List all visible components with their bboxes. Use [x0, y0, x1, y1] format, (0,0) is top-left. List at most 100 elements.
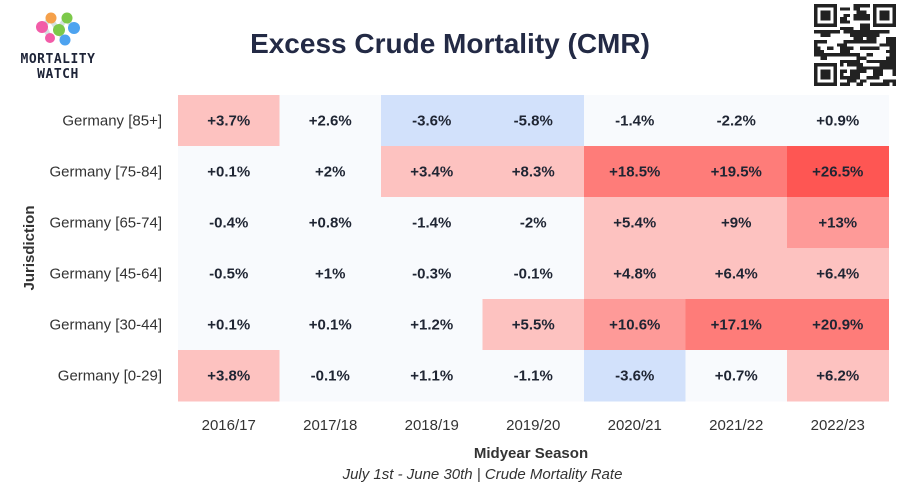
cell-value-label: -1.4% — [615, 113, 654, 130]
cell-value-label: +0.7% — [715, 368, 758, 385]
heatmap-cell — [279, 248, 382, 300]
cell-value-label: -0.4% — [209, 215, 248, 232]
heatmap-cell — [279, 95, 382, 147]
cell-value-label: -0.5% — [209, 266, 248, 283]
heatmap-cell — [685, 248, 788, 300]
cell-value-label: +3.4% — [410, 164, 453, 181]
cell-value-label: +0.8% — [309, 215, 352, 232]
logo-dot-orange — [45, 12, 57, 24]
cell-value-label: +2% — [315, 164, 345, 181]
heatmap-cell — [482, 350, 585, 402]
brand-name-line2: WATCH — [37, 67, 79, 82]
y-tick-label: Germany [30-44] — [49, 317, 162, 334]
heatmap-cell — [584, 248, 686, 300]
heatmap-cell — [381, 299, 483, 351]
cell-value-label: +0.1% — [207, 317, 250, 334]
heatmap-cell — [381, 95, 483, 147]
cell-value-label: +6.4% — [816, 266, 859, 283]
logo-dot-lightgreen — [61, 12, 73, 24]
x-tick-label: 2017/18 — [303, 417, 357, 434]
y-axis-title: Jurisdiction — [21, 205, 38, 290]
heatmap-cell — [381, 350, 483, 402]
heatmap-cell — [482, 299, 585, 351]
cell-value-label: -2.2% — [717, 113, 756, 130]
qr-code-icon — [814, 4, 896, 86]
cell-value-label: -0.3% — [412, 266, 451, 283]
heatmap-cell — [482, 197, 585, 249]
heatmap-cell — [178, 350, 280, 402]
heatmap-cell — [178, 146, 280, 198]
heatmap-cell — [787, 197, 889, 249]
y-tick-label: Germany [85+] — [62, 113, 162, 130]
cell-value-label: -3.6% — [412, 113, 451, 130]
mortality-watch-logo: MORTALITY WATCH — [8, 12, 108, 82]
y-tick-label: Germany [75-84] — [49, 164, 162, 181]
cell-value-label: +20.9% — [812, 317, 863, 334]
heatmap-cell — [482, 248, 585, 300]
x-tick-label: 2021/22 — [709, 417, 763, 434]
y-tick-label: Germany [45-64] — [49, 266, 162, 283]
heatmap-cell — [482, 146, 585, 198]
cell-value-label: +19.5% — [711, 164, 762, 181]
cell-value-label: -1.1% — [514, 368, 553, 385]
cell-value-label: +4.8% — [613, 266, 656, 283]
heatmap-cell — [178, 95, 280, 147]
cell-value-label: +0.9% — [816, 113, 859, 130]
cell-value-label: -0.1% — [311, 368, 350, 385]
heatmap-cell — [178, 197, 280, 249]
cell-value-label: +18.5% — [609, 164, 660, 181]
brand-name-line1: MORTALITY — [20, 52, 96, 67]
cell-value-label: -1.4% — [412, 215, 451, 232]
heatmap-cell — [685, 146, 788, 198]
cell-value-label: +8.3% — [512, 164, 555, 181]
heatmap-cell — [584, 350, 686, 402]
logo-dot-blue-2 — [59, 34, 71, 46]
logo-dot-green — [53, 24, 65, 36]
cell-value-label: +5.5% — [512, 317, 555, 334]
heatmap-cell — [685, 95, 788, 147]
heatmap-cell — [279, 350, 382, 402]
heatmap-cell — [787, 248, 889, 300]
heatmap-cell — [584, 95, 686, 147]
cell-value-label: +0.1% — [309, 317, 352, 334]
heatmap-cell — [178, 299, 280, 351]
y-tick-label: Germany [0-29] — [58, 368, 162, 385]
heatmap-cell — [787, 146, 889, 198]
heatmap-cell — [584, 146, 686, 198]
cell-value-label: +1% — [315, 266, 345, 283]
brand-name: MORTALITY WATCH — [8, 52, 108, 82]
x-axis-title: Midyear Season — [474, 445, 588, 462]
cell-value-label: -3.6% — [615, 368, 654, 385]
heatmap-cell — [279, 197, 382, 249]
heatmap-cell — [381, 146, 483, 198]
cell-value-label: +13% — [818, 215, 857, 232]
chart-title: Excess Crude Mortality (CMR) — [250, 28, 650, 59]
chart-subtitle: July 1st - June 30th | Crude Mortality R… — [342, 466, 623, 483]
heatmap-cell — [685, 350, 788, 402]
logo-dot-blue — [68, 22, 80, 34]
heatmap-cell — [279, 146, 382, 198]
heatmap-cell — [584, 299, 686, 351]
logo-dot-pink — [36, 21, 48, 33]
cell-value-label: +1.2% — [410, 317, 453, 334]
x-tick-label: 2016/17 — [202, 417, 256, 434]
cell-value-label: +6.2% — [816, 368, 859, 385]
cell-value-label: +1.1% — [410, 368, 453, 385]
cell-value-label: +26.5% — [812, 164, 863, 181]
x-tick-label: 2022/23 — [811, 417, 865, 434]
heatmap-cell — [482, 95, 585, 147]
x-tick-label: 2019/20 — [506, 417, 560, 434]
heatmap-cell — [787, 350, 889, 402]
cell-value-label: -5.8% — [514, 113, 553, 130]
heatmap-cell — [381, 248, 483, 300]
heatmap-cell — [685, 299, 788, 351]
cell-value-label: +9% — [721, 215, 751, 232]
heatmap-cell — [685, 197, 788, 249]
logo-dot-pink-2 — [45, 33, 55, 43]
cell-value-label: +0.1% — [207, 164, 250, 181]
cell-value-label: +10.6% — [609, 317, 660, 334]
cell-value-label: -2% — [520, 215, 547, 232]
logo-icon — [36, 12, 80, 46]
y-tick-label: Germany [65-74] — [49, 215, 162, 232]
